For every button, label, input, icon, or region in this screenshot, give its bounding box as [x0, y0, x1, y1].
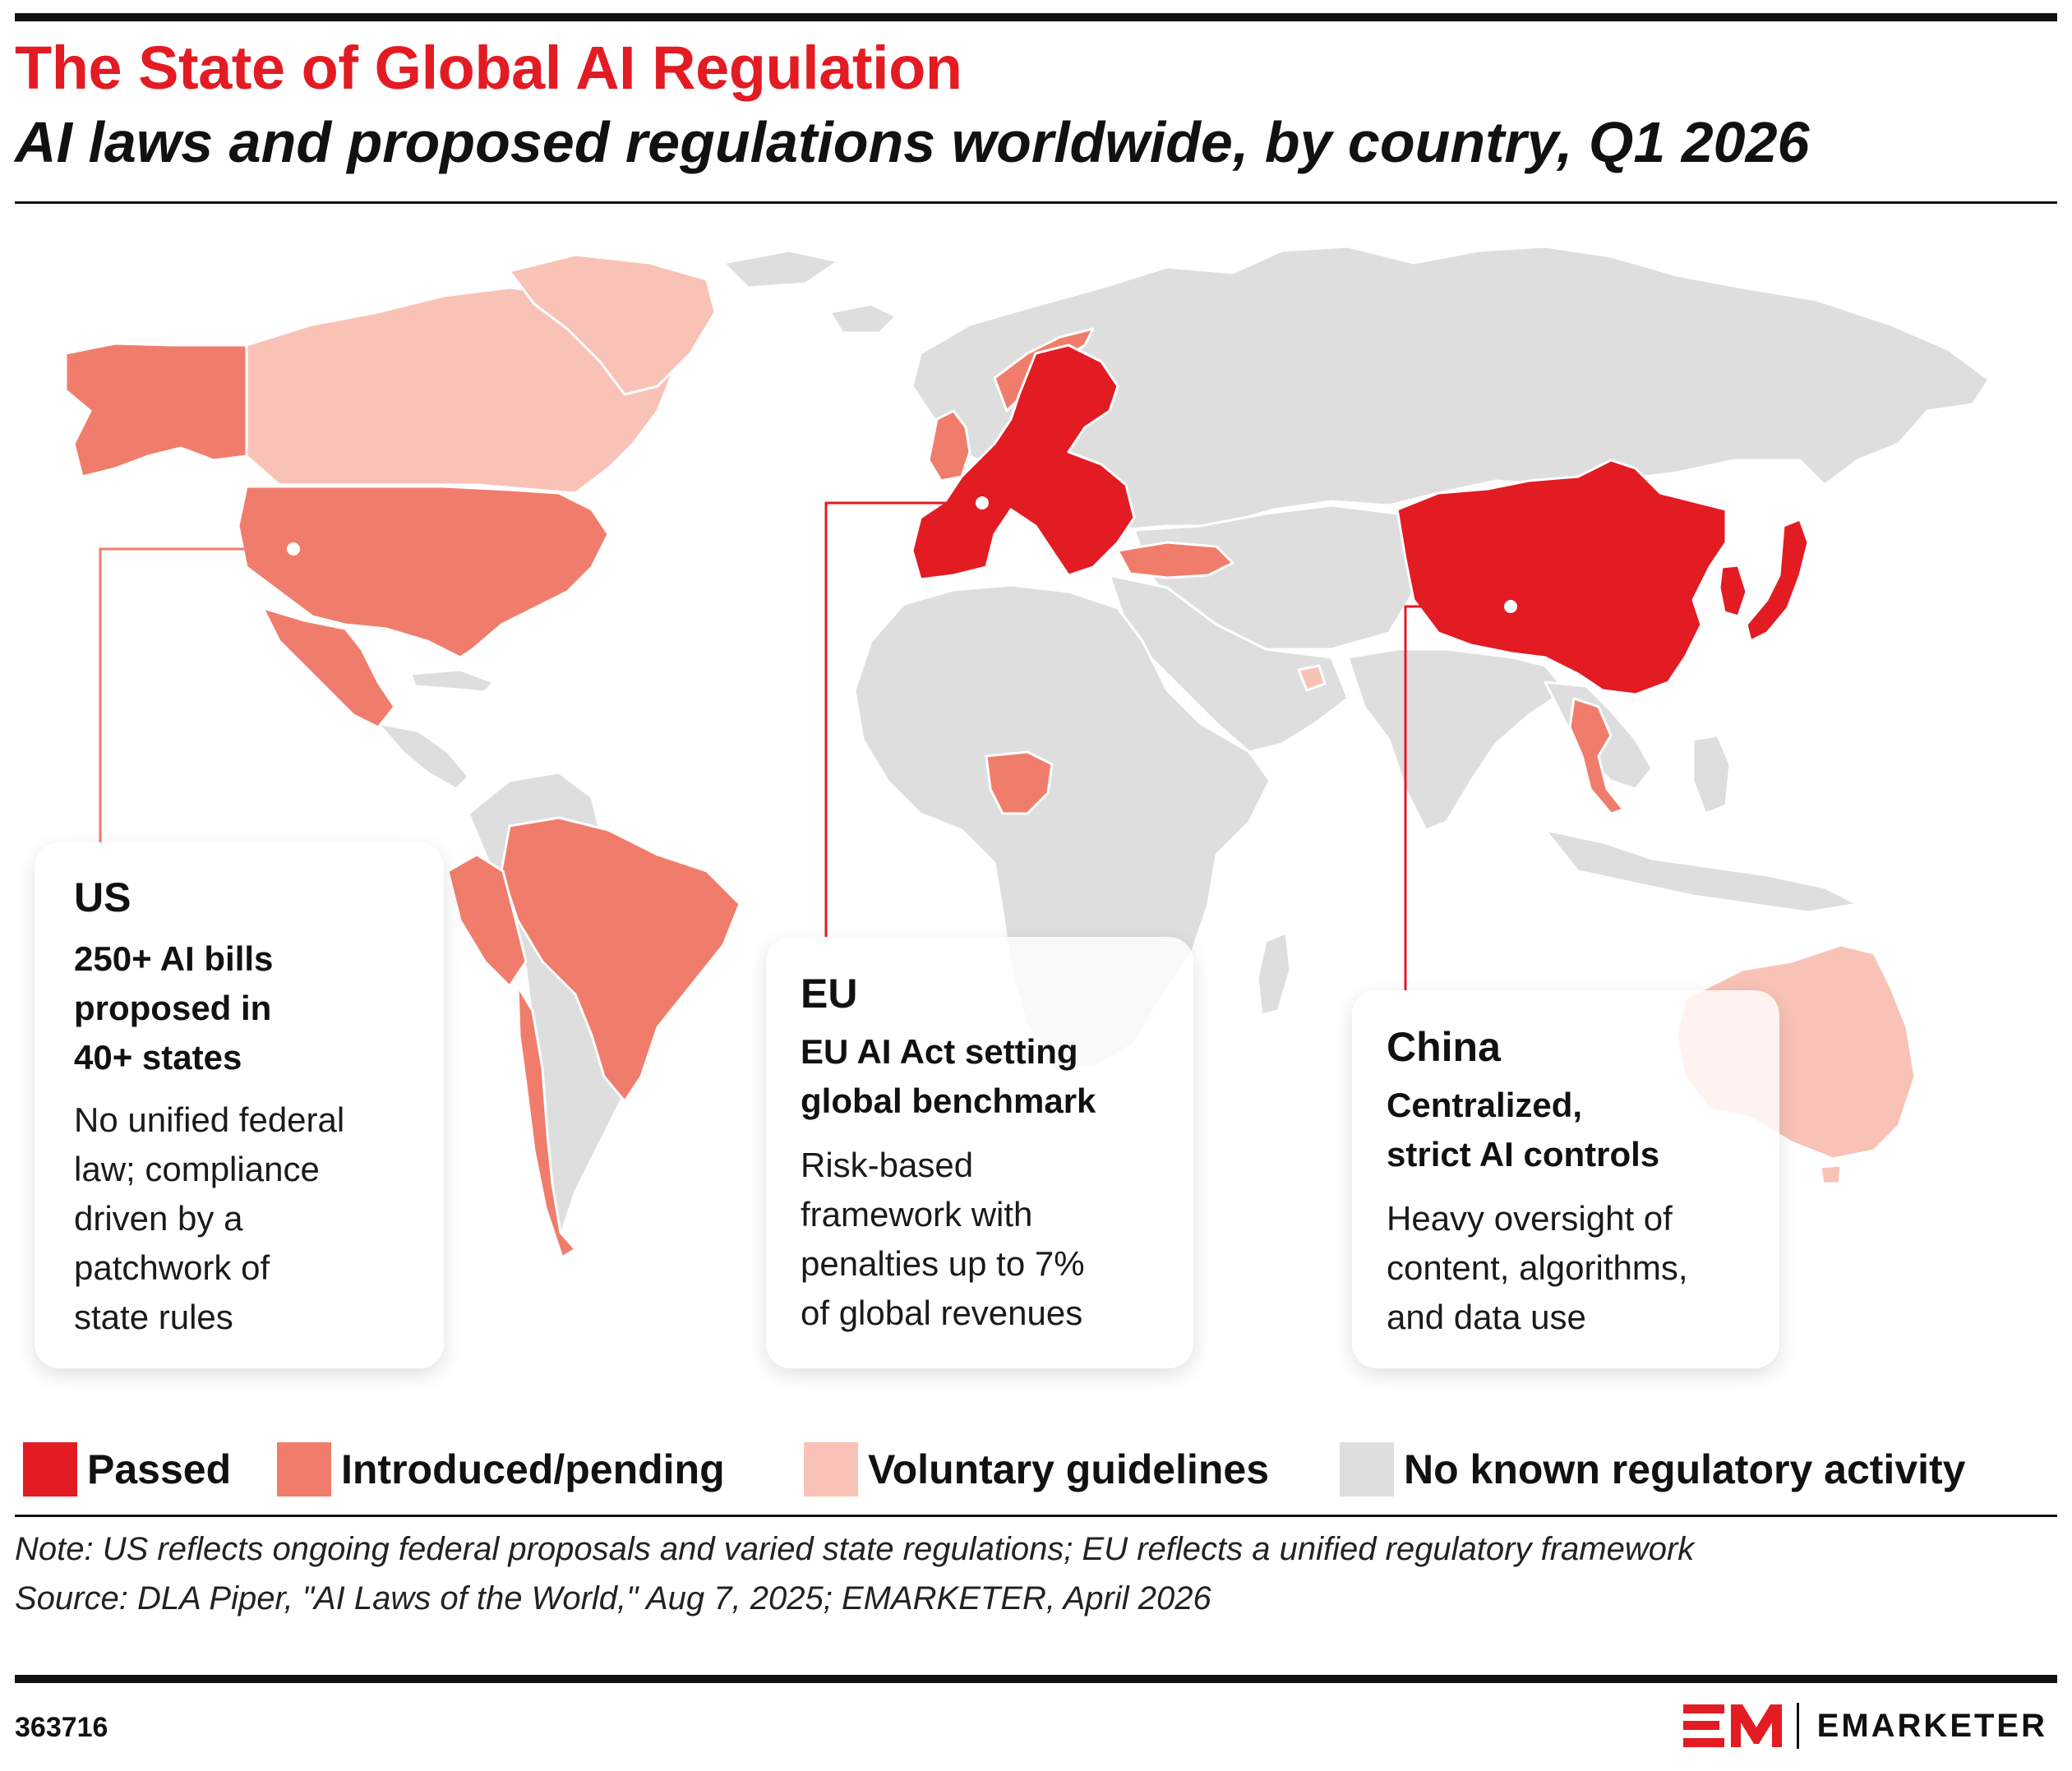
- eu-callout-title: EU: [801, 971, 858, 1017]
- region-turkey: [1116, 541, 1234, 579]
- region-indonesia: [1544, 828, 1859, 914]
- us-callout-card: US 250+ AI bills proposed in 40+ states …: [35, 842, 444, 1368]
- region-south-asia: [1346, 648, 1567, 832]
- legend-label-passed: Passed: [87, 1446, 232, 1492]
- bottom-rule: [15, 1675, 2057, 1683]
- china-callout-headline-2: strict AI controls: [1387, 1135, 1660, 1174]
- china-callout-body-1: Heavy oversight of: [1387, 1199, 1673, 1238]
- eu-leader-line: [824, 501, 982, 937]
- legend-introduced: Introduced/pending: [277, 1442, 725, 1497]
- us-callout-title: US: [74, 874, 132, 920]
- eu-callout-body-2: framework with: [801, 1195, 1033, 1234]
- china-callout-headline-1: Centralized,: [1387, 1086, 1583, 1124]
- eu-marker: [976, 496, 989, 510]
- us-leader-line: [99, 547, 293, 842]
- legend-swatch-introduced: [277, 1442, 331, 1497]
- emarketer-logo: EMARKETER: [1682, 1701, 2047, 1750]
- eu-callout-body-1: Risk-based: [801, 1146, 974, 1184]
- region-central-america: [376, 722, 470, 791]
- chart-id: 363716: [15, 1712, 108, 1743]
- china-callout-body-2: content, algorithms,: [1387, 1248, 1688, 1287]
- china-leader-line: [1404, 605, 1511, 990]
- legend-label-voluntary: Voluntary guidelines: [868, 1446, 1270, 1492]
- us-callout-body-2: law; compliance: [74, 1150, 320, 1188]
- legend-swatch-none: [1340, 1442, 1394, 1497]
- world-map: [64, 245, 1991, 1259]
- region-russia: [911, 245, 1991, 532]
- legend-voluntary: Voluntary guidelines: [804, 1442, 1269, 1497]
- eu-callout-card: EU EU AI Act setting global benchmark Ri…: [766, 937, 1193, 1368]
- chart-subtitle: AI laws and proposed regulations worldwi…: [15, 110, 1810, 174]
- region-thailand: [1568, 697, 1625, 815]
- region-brazil: [500, 816, 741, 1103]
- region-eu: [911, 344, 1136, 581]
- eu-callout-body-4: of global revenues: [801, 1294, 1083, 1332]
- header-divider: [15, 201, 2057, 204]
- region-uae: [1297, 664, 1327, 692]
- region-chile: [516, 985, 577, 1259]
- logo-separator: [1796, 1703, 1799, 1749]
- region-iceland: [828, 302, 898, 334]
- us-callout-body-5: state rules: [74, 1298, 233, 1336]
- region-mexico: [261, 606, 396, 729]
- em-logo-mark: [1682, 1704, 1782, 1747]
- region-greenland: [508, 253, 717, 396]
- legend-label-introduced: Introduced/pending: [341, 1446, 725, 1492]
- region-caribbean: [409, 668, 495, 694]
- legend-divider: [15, 1515, 2057, 1517]
- region-tasmania: [1819, 1164, 1843, 1185]
- region-china: [1396, 459, 1728, 696]
- region-alaska: [64, 342, 248, 478]
- china-callout-body-3: and data use: [1387, 1298, 1586, 1336]
- region-philippines: [1691, 734, 1732, 815]
- us-callout-body-4: patchwork of: [74, 1248, 270, 1287]
- source-text: Source: DLA Piper, "AI Laws of the World…: [15, 1580, 1211, 1616]
- us-callout-headline-3: 40+ states: [74, 1038, 242, 1077]
- china-marker: [1504, 600, 1517, 613]
- us-callout-headline-2: proposed in: [74, 989, 272, 1027]
- region-peru: [446, 853, 528, 988]
- region-middle-east: [1108, 574, 1350, 754]
- eu-callout-headline-1: EU AI Act setting: [801, 1032, 1078, 1071]
- us-callout-body-3: driven by a: [74, 1199, 243, 1238]
- region-canada: [245, 286, 676, 495]
- us-callout-headline-1: 250+ AI bills: [74, 939, 274, 978]
- china-callout-title: China: [1387, 1024, 1501, 1070]
- china-callout-card: China Centralized, strict AI controls He…: [1352, 990, 1779, 1368]
- emarketer-wordmark: EMARKETER: [1816, 1707, 2047, 1744]
- legend-label-none: No known regulatory activity: [1404, 1446, 1966, 1492]
- region-madagascar: [1256, 931, 1292, 1017]
- eu-callout-headline-2: global benchmark: [801, 1082, 1096, 1120]
- region-korea: [1718, 564, 1748, 618]
- legend-passed: Passed: [23, 1442, 231, 1497]
- region-arctic-islands: [722, 249, 840, 289]
- region-usa: [237, 485, 610, 659]
- notes: Note: US reflects ongoing federal propos…: [15, 1524, 2053, 1623]
- us-callout-body-1: No unified federal: [74, 1100, 345, 1139]
- us-marker: [287, 542, 300, 556]
- legend-swatch-voluntary: [804, 1442, 858, 1497]
- legend-swatch-passed: [23, 1442, 77, 1497]
- eu-callout-body-3: penalties up to 7%: [801, 1244, 1085, 1283]
- top-rule: [15, 13, 2057, 21]
- chart-title: The State of Global AI Regulation: [15, 34, 962, 102]
- region-japan: [1745, 518, 1810, 643]
- region-nigeria: [985, 750, 1054, 815]
- legend-none: No known regulatory activity: [1340, 1442, 1965, 1497]
- note-text: Note: US reflects ongoing federal propos…: [15, 1531, 1695, 1567]
